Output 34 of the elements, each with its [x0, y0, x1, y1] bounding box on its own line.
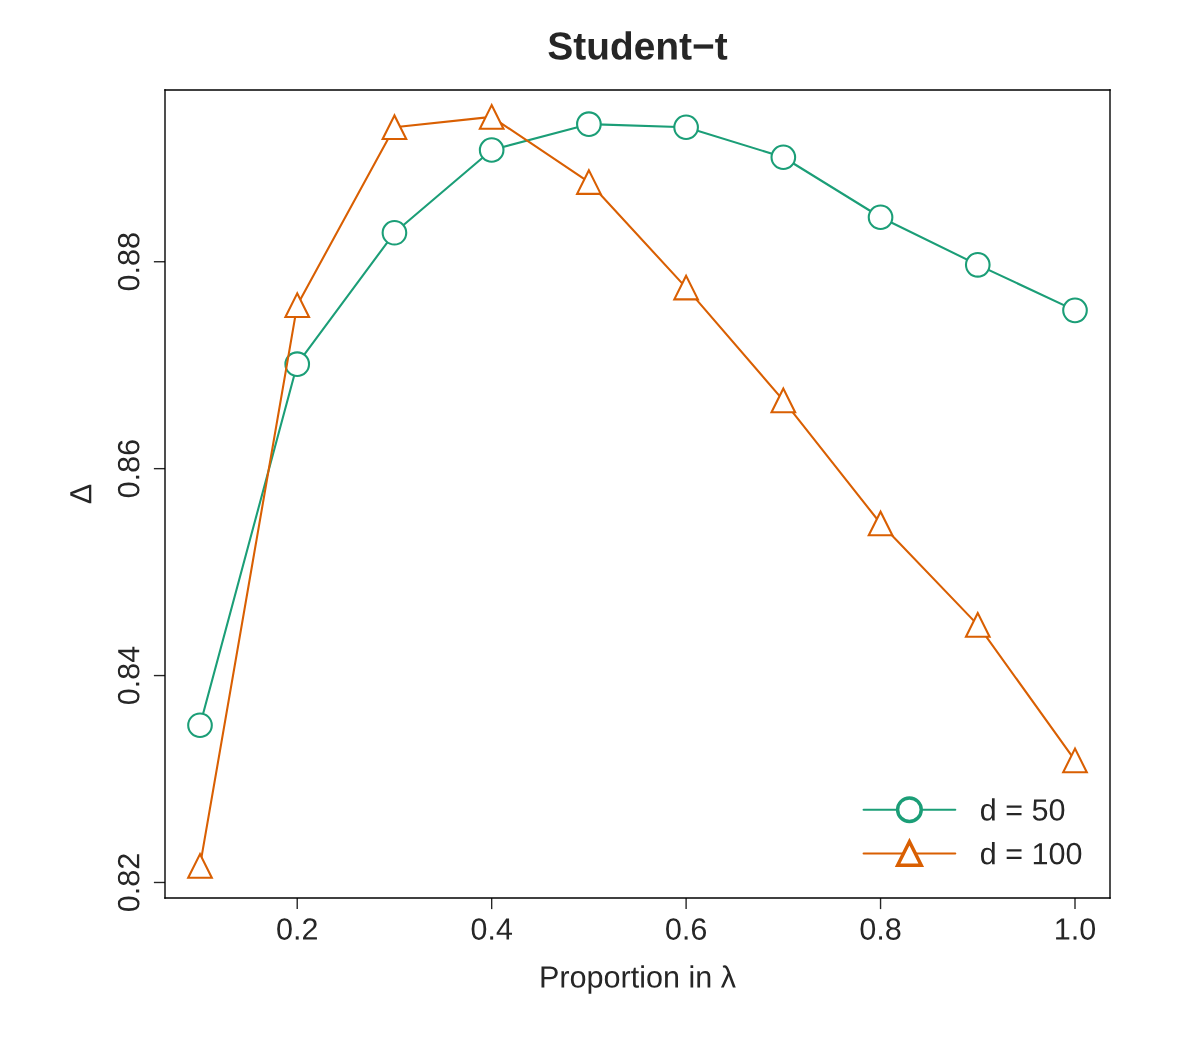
- point: [284, 292, 311, 319]
- point: [478, 104, 505, 130]
- y-tick-label: 0.88: [117, 233, 140, 291]
- point: [576, 111, 602, 137]
- point: [381, 114, 408, 141]
- point: [576, 169, 602, 195]
- y-tick-label: 0.86: [117, 440, 140, 498]
- point: [673, 274, 699, 301]
- point: [284, 351, 311, 378]
- point: [478, 137, 505, 163]
- x-tick-label: 0.6: [666, 918, 707, 940]
- point: [381, 219, 408, 246]
- legend-label: d = 50: [980, 798, 1065, 821]
- point: [673, 114, 699, 141]
- point: [187, 712, 213, 739]
- point: [770, 144, 797, 171]
- point: [964, 252, 991, 278]
- x-tick-label: 1.0: [1056, 918, 1096, 940]
- x-tick-label: 0.8: [860, 918, 901, 940]
- point: [1062, 747, 1088, 774]
- y-tick-label: 0.84: [117, 646, 140, 705]
- point: [867, 204, 894, 231]
- legend-label: d = 100: [980, 842, 1082, 865]
- point: [187, 853, 213, 879]
- y-tick-label: 0.82: [117, 854, 140, 912]
- point: [867, 510, 894, 537]
- x-tick-label: 0.4: [471, 918, 513, 940]
- x-axis-title: Proportion in λ: [541, 965, 736, 994]
- y-axis-title: Δ: [70, 484, 92, 504]
- point: [770, 387, 797, 414]
- point: [1062, 297, 1088, 324]
- x-tick-label: 0.2: [277, 918, 317, 940]
- point: [964, 612, 991, 638]
- chart-title: Student−t: [548, 31, 728, 60]
